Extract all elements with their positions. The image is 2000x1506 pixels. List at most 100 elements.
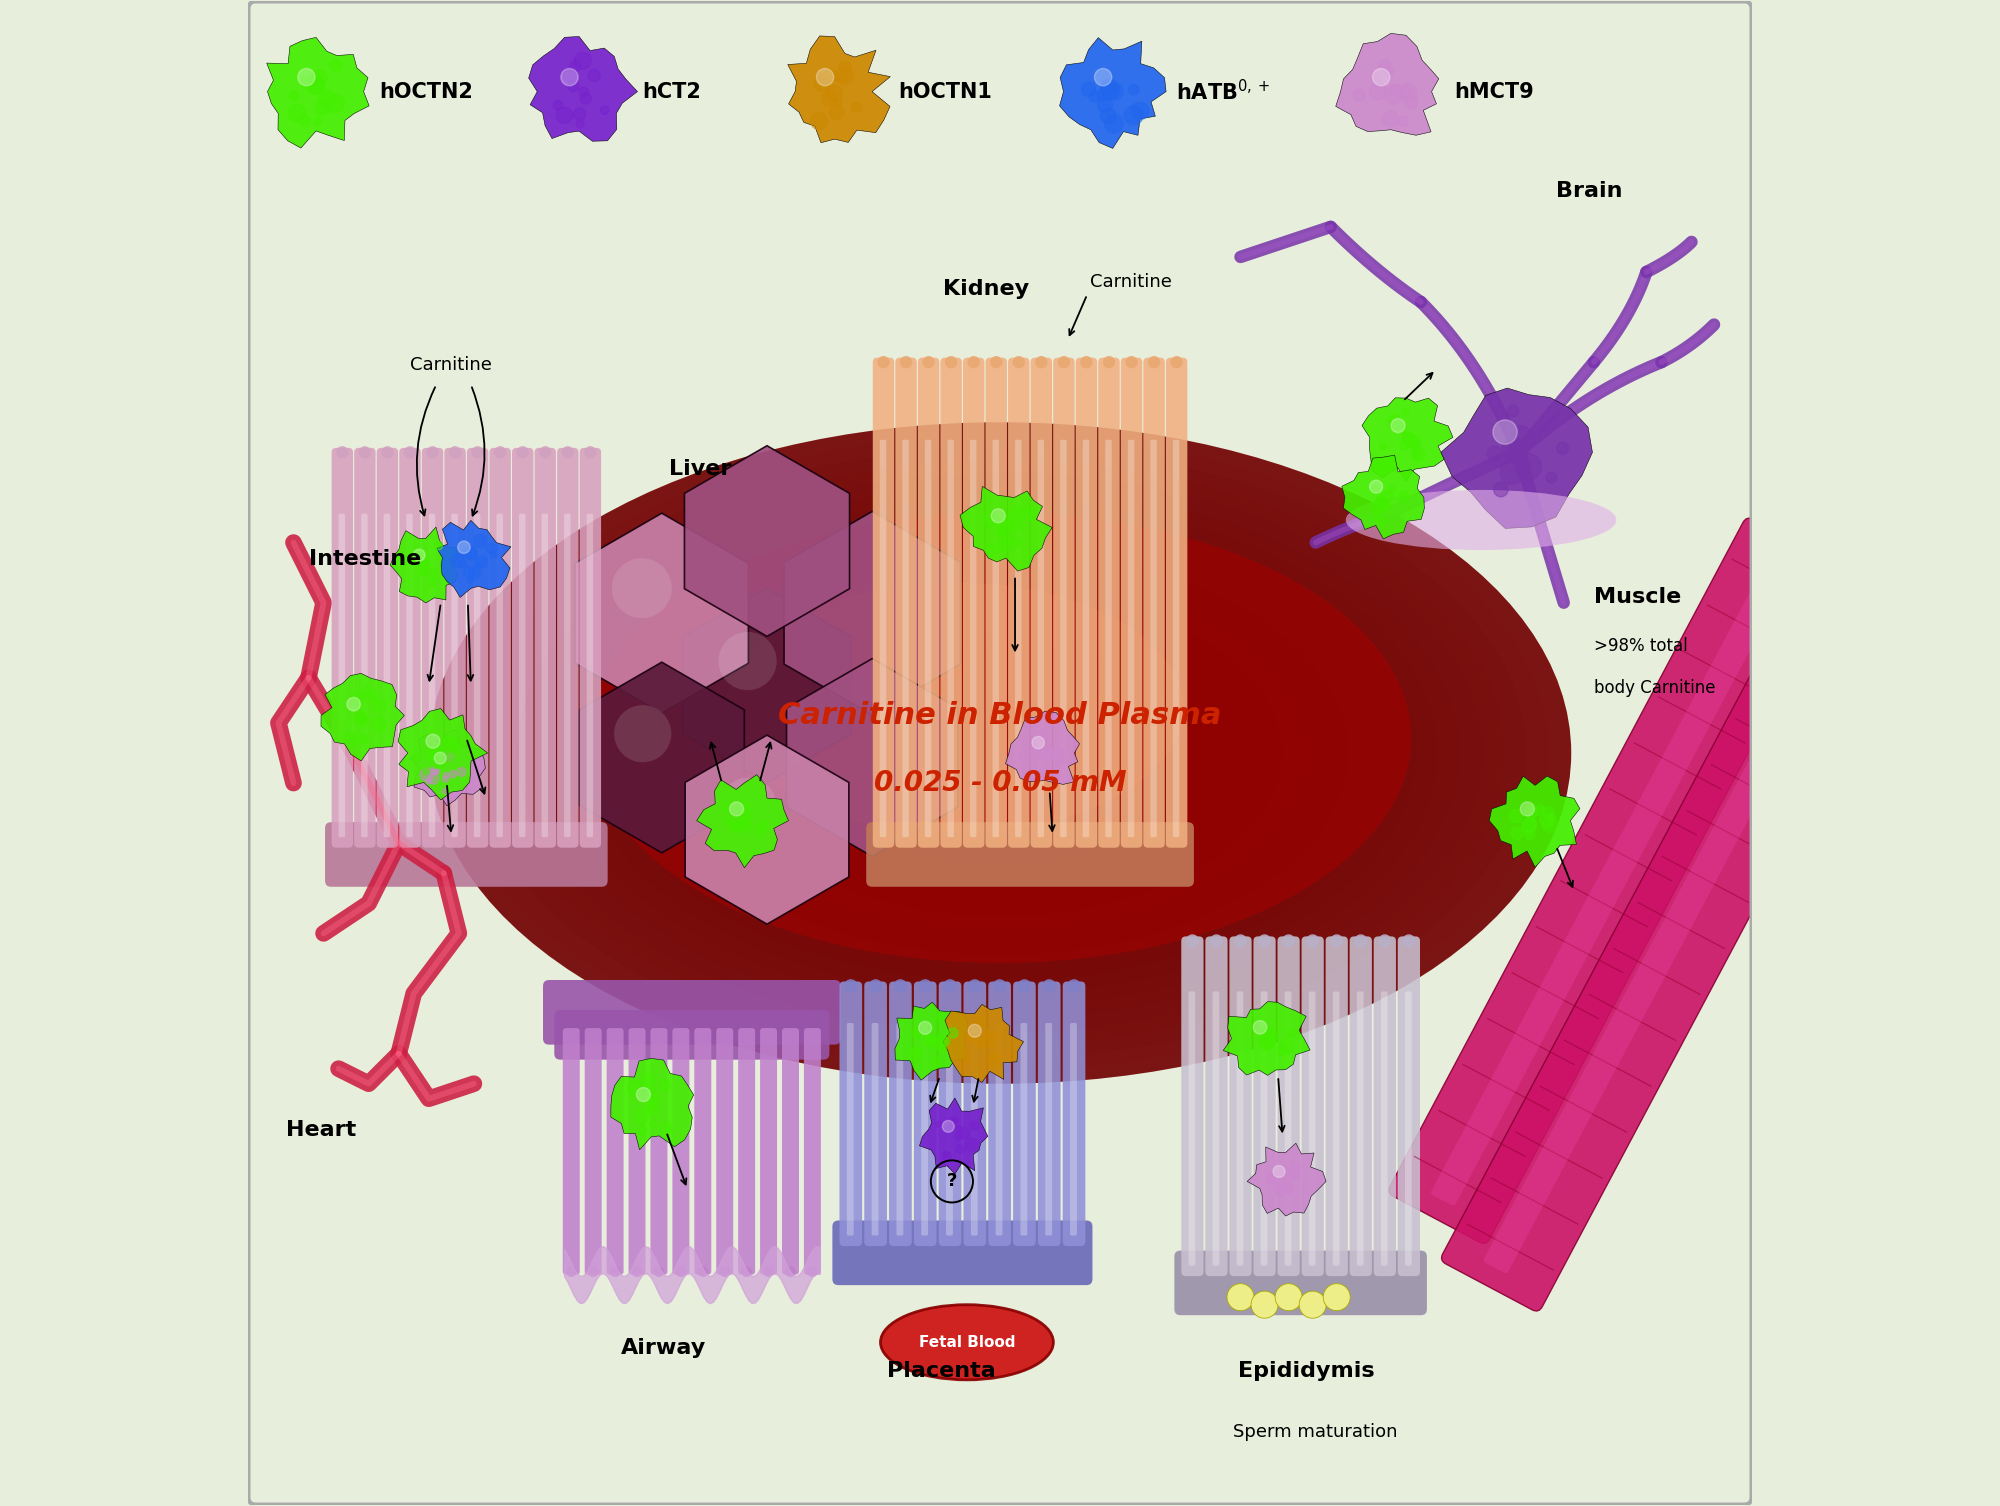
Text: Carnitine: Carnitine (410, 355, 492, 373)
Circle shape (1106, 83, 1124, 99)
Circle shape (540, 446, 552, 458)
Circle shape (614, 705, 672, 762)
Circle shape (878, 355, 890, 369)
Circle shape (1262, 1027, 1270, 1036)
Circle shape (1266, 1172, 1280, 1184)
Circle shape (1050, 771, 1058, 779)
Circle shape (336, 446, 348, 458)
Circle shape (570, 60, 580, 72)
Circle shape (1186, 934, 1200, 947)
Circle shape (1524, 830, 1534, 840)
Ellipse shape (518, 474, 1482, 1032)
Polygon shape (528, 36, 638, 142)
Circle shape (698, 1267, 708, 1277)
Circle shape (970, 1033, 980, 1044)
FancyBboxPatch shape (1008, 357, 1030, 848)
Circle shape (1380, 443, 1386, 450)
Circle shape (1288, 1169, 1298, 1179)
Ellipse shape (740, 602, 1260, 904)
Circle shape (1540, 813, 1554, 828)
Circle shape (1524, 804, 1538, 818)
FancyBboxPatch shape (444, 447, 466, 848)
Circle shape (1400, 87, 1410, 98)
Circle shape (416, 560, 422, 566)
Circle shape (434, 751, 446, 764)
Circle shape (1408, 440, 1418, 449)
Circle shape (466, 548, 478, 560)
FancyBboxPatch shape (400, 447, 420, 848)
Circle shape (1104, 114, 1124, 133)
Circle shape (868, 979, 882, 992)
Circle shape (1542, 807, 1554, 818)
Circle shape (1382, 491, 1392, 501)
Circle shape (360, 715, 368, 721)
Circle shape (936, 1035, 948, 1047)
Text: Airway: Airway (622, 1339, 706, 1358)
Circle shape (810, 113, 828, 130)
Circle shape (1036, 355, 1048, 369)
Circle shape (1032, 739, 1038, 745)
Circle shape (442, 788, 448, 794)
Circle shape (458, 559, 466, 568)
FancyBboxPatch shape (1020, 1023, 1028, 1235)
FancyBboxPatch shape (922, 1023, 928, 1235)
Circle shape (366, 691, 378, 703)
FancyBboxPatch shape (1016, 440, 1022, 837)
Text: hOCTN1: hOCTN1 (898, 81, 992, 101)
Circle shape (1252, 1291, 1278, 1318)
FancyBboxPatch shape (1206, 937, 1228, 1276)
Circle shape (562, 446, 574, 458)
Circle shape (1040, 735, 1046, 742)
Circle shape (638, 1126, 646, 1136)
FancyBboxPatch shape (1070, 1023, 1076, 1235)
Ellipse shape (428, 422, 1572, 1084)
Polygon shape (1060, 38, 1166, 149)
FancyBboxPatch shape (406, 514, 412, 837)
Circle shape (414, 753, 420, 761)
Circle shape (426, 751, 438, 762)
Circle shape (736, 801, 750, 815)
Circle shape (1126, 355, 1138, 369)
Circle shape (474, 535, 486, 548)
Circle shape (922, 355, 934, 369)
Circle shape (1508, 425, 1532, 449)
FancyBboxPatch shape (902, 440, 908, 837)
Circle shape (852, 102, 862, 113)
Circle shape (986, 545, 998, 556)
Circle shape (358, 712, 364, 720)
FancyBboxPatch shape (466, 447, 488, 848)
FancyBboxPatch shape (938, 982, 962, 1245)
FancyBboxPatch shape (864, 982, 886, 1245)
Circle shape (414, 550, 426, 562)
Circle shape (1378, 934, 1392, 947)
Circle shape (1278, 1047, 1288, 1056)
FancyBboxPatch shape (1398, 937, 1420, 1276)
Circle shape (476, 556, 488, 568)
Ellipse shape (628, 538, 1372, 968)
FancyBboxPatch shape (1144, 357, 1164, 848)
Circle shape (1254, 1021, 1266, 1035)
Circle shape (1384, 86, 1402, 104)
Circle shape (838, 72, 848, 81)
Circle shape (1518, 459, 1530, 473)
Circle shape (1022, 508, 1036, 521)
Circle shape (918, 979, 932, 992)
Circle shape (1370, 83, 1386, 99)
Circle shape (816, 72, 824, 81)
FancyBboxPatch shape (1484, 620, 1848, 1273)
Text: >98% total: >98% total (1594, 637, 1688, 655)
Circle shape (1282, 934, 1296, 947)
FancyBboxPatch shape (872, 1023, 878, 1235)
Ellipse shape (496, 461, 1504, 1045)
Circle shape (1306, 934, 1320, 947)
Circle shape (738, 815, 750, 827)
Circle shape (1378, 518, 1386, 526)
Circle shape (414, 551, 422, 557)
Circle shape (1324, 1283, 1350, 1310)
Circle shape (806, 1267, 818, 1277)
FancyBboxPatch shape (866, 822, 1194, 887)
Polygon shape (788, 36, 890, 143)
Circle shape (908, 1048, 920, 1062)
FancyBboxPatch shape (1388, 518, 1844, 1244)
Polygon shape (684, 446, 850, 637)
